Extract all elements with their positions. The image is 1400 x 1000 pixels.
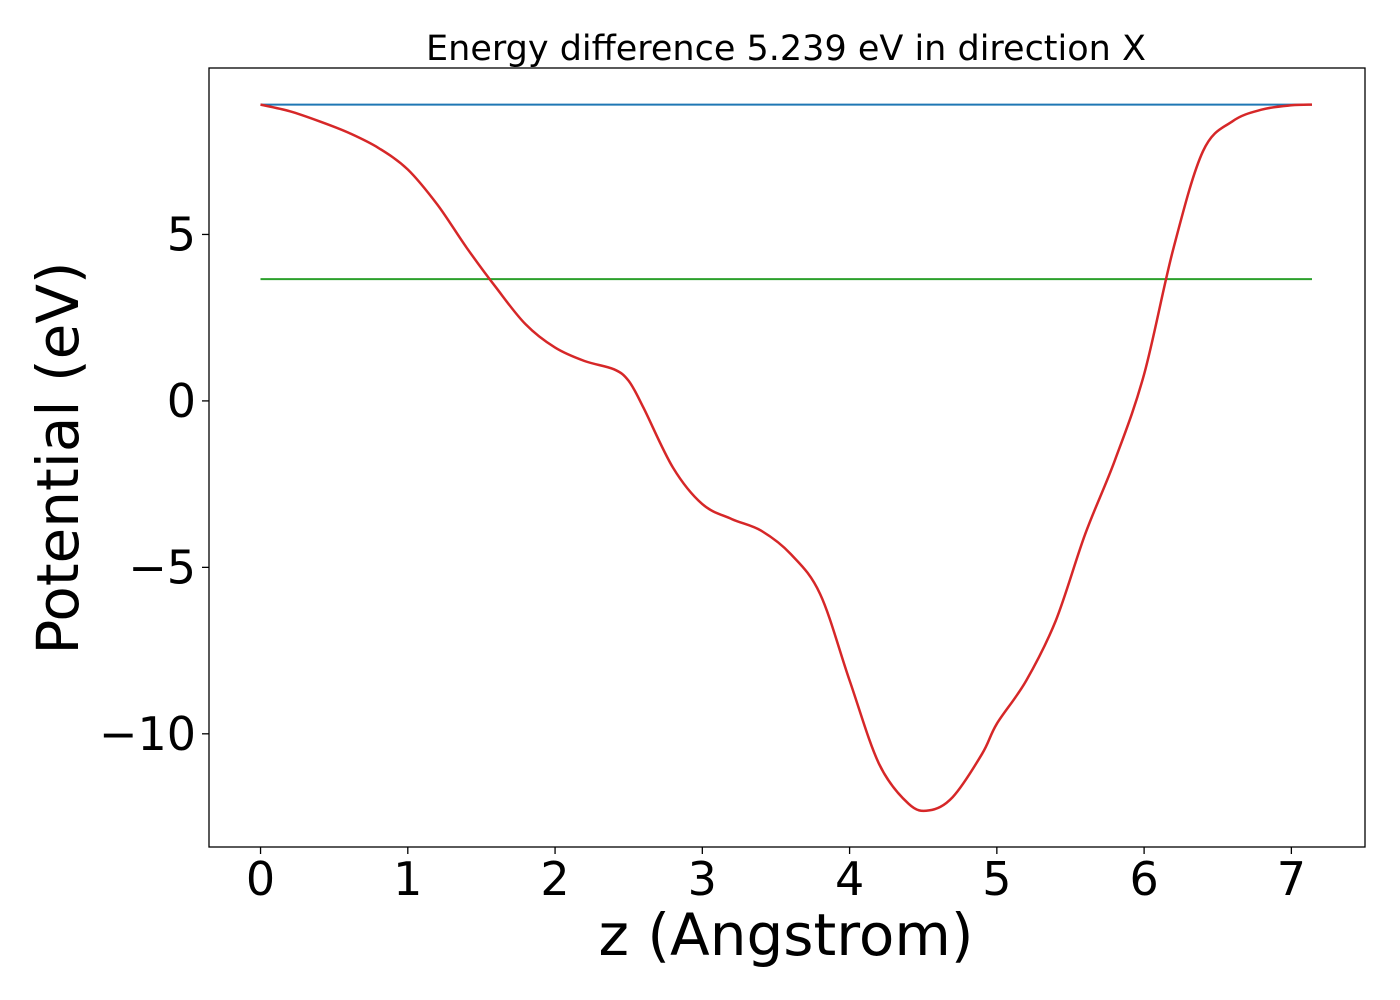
x-axis: 0 1 2 3 4 5 6 7 bbox=[246, 847, 1306, 906]
x-tick-label: 6 bbox=[1129, 852, 1158, 906]
y-axis-label: Potential (eV) bbox=[24, 261, 92, 654]
x-tick-label: 1 bbox=[393, 852, 422, 906]
plot-frame bbox=[208, 67, 1366, 848]
x-tick-label: 0 bbox=[246, 852, 275, 906]
y-tick-label: −10 bbox=[99, 707, 196, 761]
x-tick-label: 4 bbox=[835, 852, 864, 906]
x-tick-label: 5 bbox=[982, 852, 1011, 906]
y-tick-label: 0 bbox=[167, 374, 196, 428]
plot-series bbox=[260, 103, 1313, 813]
x-tick-label: 3 bbox=[688, 852, 717, 906]
y-tick-label: 5 bbox=[167, 207, 196, 261]
y-axis: −10 −5 0 5 bbox=[99, 207, 209, 761]
x-tick-label: 2 bbox=[540, 852, 569, 906]
chart-title: Energy difference 5.239 eV in direction … bbox=[426, 29, 1146, 69]
series-line-3 bbox=[260, 103, 1313, 813]
y-tick-label: −5 bbox=[128, 540, 196, 594]
x-tick-label: 7 bbox=[1277, 852, 1306, 906]
x-axis-label: z (Angstrom) bbox=[599, 901, 974, 969]
